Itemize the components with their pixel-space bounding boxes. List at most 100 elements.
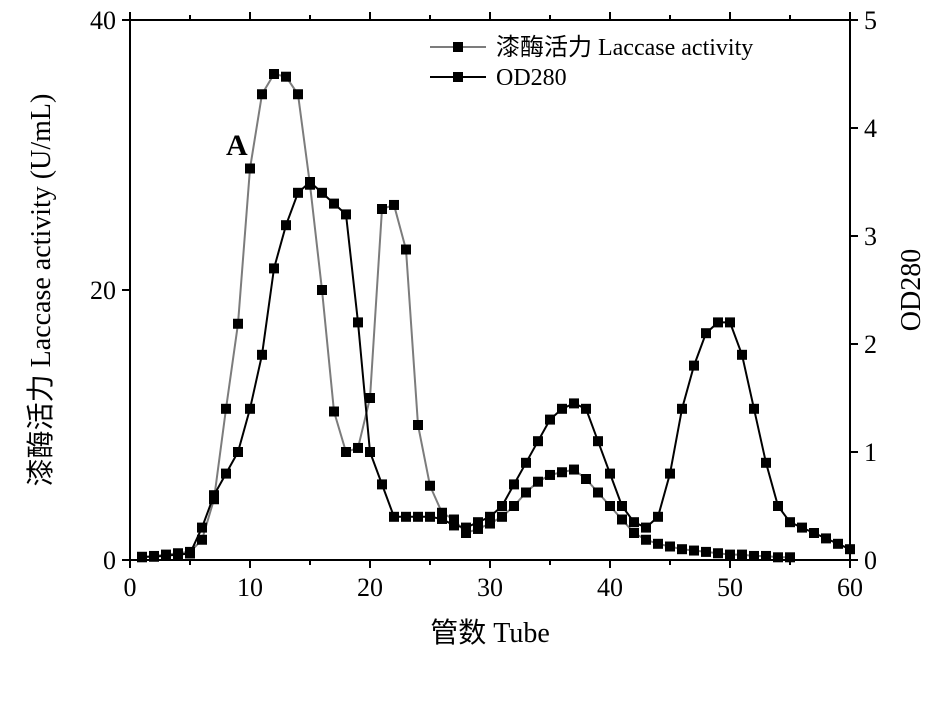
- series-marker-od280: [570, 399, 579, 408]
- series-marker-laccase: [666, 542, 675, 551]
- x-tick-label: 30: [477, 573, 503, 602]
- series-marker-od280: [234, 448, 243, 457]
- series-marker-od280: [642, 523, 651, 532]
- series-marker-laccase: [558, 468, 567, 477]
- series-marker-laccase: [642, 535, 651, 544]
- x-tick-label: 20: [357, 573, 383, 602]
- series-marker-laccase: [318, 286, 327, 295]
- series-marker-laccase: [570, 465, 579, 474]
- y-right-tick-label: 1: [864, 438, 877, 467]
- series-marker-od280: [750, 404, 759, 413]
- x-tick-label: 50: [717, 573, 743, 602]
- series-marker-od280: [726, 318, 735, 327]
- legend-label: 漆酶活力 Laccase activity: [496, 34, 753, 61]
- series-marker-od280: [198, 523, 207, 532]
- series-marker-laccase: [678, 545, 687, 554]
- series-marker-od280: [402, 512, 411, 521]
- series-marker-od280: [606, 469, 615, 478]
- series-marker-od280: [306, 178, 315, 187]
- series-marker-od280: [378, 480, 387, 489]
- y-right-axis-title: OD280: [896, 249, 927, 331]
- series-marker-od280: [630, 518, 639, 527]
- series-marker-laccase: [426, 481, 435, 490]
- series-marker-laccase: [606, 502, 615, 511]
- x-tick-label: 40: [597, 573, 623, 602]
- series-marker-od280: [846, 545, 855, 554]
- series-marker-laccase: [618, 515, 627, 524]
- series-marker-od280: [186, 549, 195, 558]
- series-marker-od280: [474, 518, 483, 527]
- series-marker-od280: [174, 550, 183, 559]
- legend-label: OD280: [496, 65, 567, 91]
- series-marker-laccase: [414, 421, 423, 430]
- series-marker-laccase: [534, 477, 543, 486]
- series-marker-laccase: [762, 551, 771, 560]
- series-marker-laccase: [294, 90, 303, 99]
- x-tick-label: 60: [837, 573, 863, 602]
- series-marker-laccase: [510, 502, 519, 511]
- chart-svg: 010203040506002040012345管数 Tube漆酶活力 Lacc…: [0, 0, 944, 704]
- series-marker-od280: [138, 552, 147, 561]
- series-marker-od280: [810, 529, 819, 538]
- y-left-tick-label: 40: [90, 6, 116, 35]
- series-marker-od280: [162, 551, 171, 560]
- series-marker-laccase: [246, 164, 255, 173]
- series-marker-od280: [210, 491, 219, 500]
- y-left-tick-label: 20: [90, 276, 116, 305]
- series-marker-od280: [822, 534, 831, 543]
- series-marker-od280: [594, 437, 603, 446]
- series-marker-od280: [354, 318, 363, 327]
- x-tick-label: 0: [124, 573, 137, 602]
- y-right-tick-label: 5: [864, 6, 877, 35]
- series-marker-od280: [618, 502, 627, 511]
- series-marker-laccase: [258, 90, 267, 99]
- series-marker-laccase: [498, 512, 507, 521]
- series-marker-od280: [714, 318, 723, 327]
- series-marker-od280: [510, 480, 519, 489]
- series-marker-od280: [498, 502, 507, 511]
- series-marker-od280: [834, 539, 843, 548]
- series-marker-od280: [222, 469, 231, 478]
- x-tick-label: 10: [237, 573, 263, 602]
- series-marker-laccase: [654, 539, 663, 548]
- series-marker-laccase: [402, 245, 411, 254]
- series-marker-od280: [522, 458, 531, 467]
- series-marker-od280: [546, 415, 555, 424]
- series-marker-od280: [654, 512, 663, 521]
- series-marker-od280: [438, 514, 447, 523]
- series-marker-laccase: [714, 549, 723, 558]
- series-marker-od280: [450, 521, 459, 530]
- series-marker-od280: [330, 199, 339, 208]
- y-right-tick-label: 0: [864, 546, 877, 575]
- series-marker-laccase: [726, 550, 735, 559]
- series-marker-laccase: [390, 200, 399, 209]
- y-left-tick-label: 0: [103, 546, 116, 575]
- series-marker-od280: [582, 404, 591, 413]
- y-right-tick-label: 3: [864, 222, 877, 251]
- x-axis-title: 管数 Tube: [430, 617, 550, 649]
- series-marker-od280: [678, 404, 687, 413]
- series-marker-od280: [690, 361, 699, 370]
- panel-label: A: [226, 129, 248, 162]
- series-marker-od280: [246, 404, 255, 413]
- series-marker-od280: [738, 350, 747, 359]
- series-marker-laccase: [522, 488, 531, 497]
- series-marker-laccase: [354, 443, 363, 452]
- series-marker-laccase: [786, 553, 795, 562]
- series-marker-laccase: [702, 547, 711, 556]
- chart-container: 010203040506002040012345管数 Tube漆酶活力 Lacc…: [0, 0, 944, 704]
- series-marker-od280: [702, 329, 711, 338]
- series-marker-laccase: [378, 205, 387, 214]
- series-marker-od280: [282, 221, 291, 230]
- series-marker-laccase: [774, 553, 783, 562]
- series-marker-laccase: [594, 488, 603, 497]
- series-marker-laccase: [546, 470, 555, 479]
- y-right-tick-label: 4: [864, 114, 877, 143]
- series-marker-od280: [414, 512, 423, 521]
- legend-marker-icon: [453, 42, 463, 52]
- series-marker-laccase: [342, 448, 351, 457]
- series-line-od280: [142, 182, 850, 557]
- series-marker-od280: [534, 437, 543, 446]
- series-marker-od280: [762, 458, 771, 467]
- series-marker-laccase: [366, 394, 375, 403]
